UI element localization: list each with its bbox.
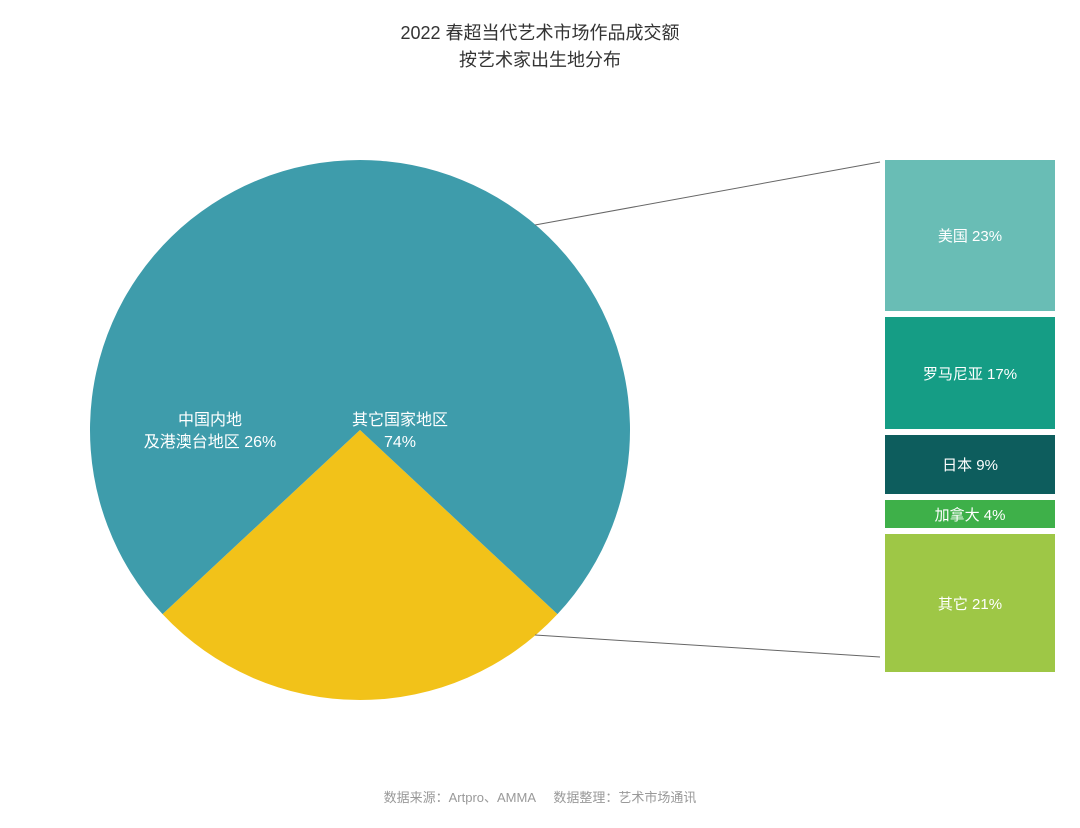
pie-slice-label-other-l2: 74%	[384, 434, 416, 451]
bar-seg-other: 其它 21%	[885, 534, 1055, 672]
footer-credits: 数据来源：Artpro、AMMA 数据整理：艺术市场通讯	[0, 787, 1080, 806]
chart-stage: 中国内地 及港澳台地区 26% 其它国家地区 74% 美国 23% 罗马尼亚 1…	[0, 100, 1080, 740]
title-line1: 2022 春超当代艺术市场作品成交额	[0, 20, 1080, 47]
bar-seg-canada-label: 加拿大 4%	[935, 504, 1006, 525]
sources-value: Artpro、AMMA	[449, 790, 536, 805]
chart-title: 2022 春超当代艺术市场作品成交额 按艺术家出生地分布	[0, 0, 1080, 74]
bar-seg-romania: 罗马尼亚 17%	[885, 317, 1055, 429]
bar-seg-romania-label: 罗马尼亚 17%	[923, 363, 1017, 384]
pie-slice-label-china-l1: 中国内地	[178, 412, 242, 429]
pie-slice-label-other: 其它国家地区 74%	[310, 410, 490, 455]
sources-label: 数据来源：	[384, 790, 449, 805]
bar-seg-japan-label: 日本 9%	[942, 454, 998, 475]
bar-seg-usa: 美国 23%	[885, 160, 1055, 311]
pie-slice-label-china: 中国内地 及港澳台地区 26%	[120, 410, 300, 455]
pie-slice-label-china-l2: 及港澳台地区 26%	[144, 434, 276, 451]
bar-seg-japan: 日本 9%	[885, 435, 1055, 494]
bar-seg-other-label: 其它 21%	[938, 593, 1002, 614]
compiled-value: 艺术市场通讯	[618, 790, 696, 805]
bar-seg-canada: 加拿大 4%	[885, 500, 1055, 528]
title-line2: 按艺术家出生地分布	[0, 47, 1080, 74]
compiled-label: 数据整理：	[553, 790, 618, 805]
breakdown-bar-stack: 美国 23% 罗马尼亚 17% 日本 9% 加拿大 4% 其它 21%	[885, 160, 1055, 678]
bar-seg-usa-label: 美国 23%	[938, 225, 1002, 246]
pie-slice-label-other-l1: 其它国家地区	[352, 412, 448, 429]
